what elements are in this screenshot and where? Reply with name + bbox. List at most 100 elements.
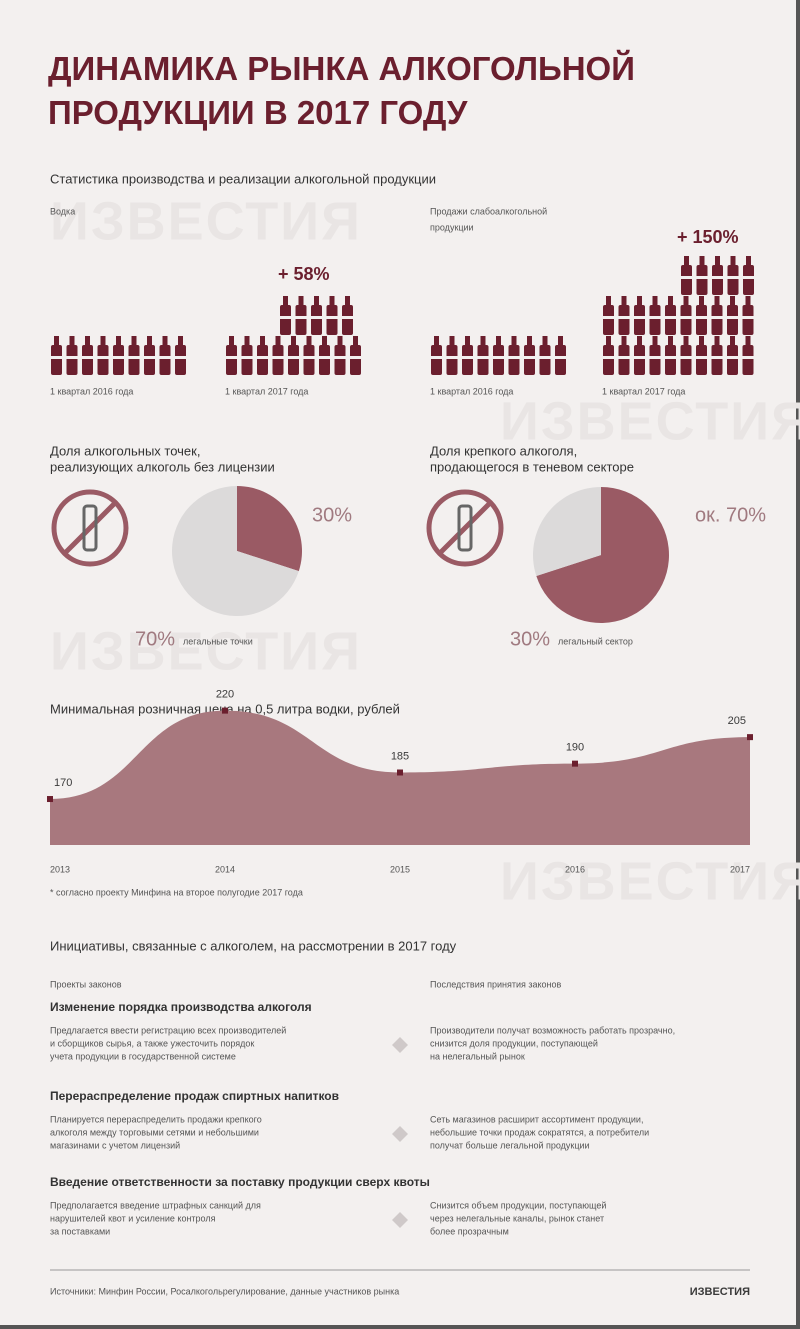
bottle <box>730 336 735 346</box>
bottle-label <box>82 356 93 359</box>
bottle-label <box>539 356 551 359</box>
bottle <box>241 345 253 375</box>
bottle <box>668 296 673 306</box>
bottle <box>714 336 720 346</box>
bottle-label <box>742 316 754 319</box>
bottle-label <box>326 316 338 319</box>
frame-right <box>796 0 800 1329</box>
bottle <box>496 336 501 346</box>
bottle <box>288 345 299 375</box>
bottle <box>727 265 739 295</box>
bottle <box>295 305 307 335</box>
bottle <box>539 345 551 375</box>
bottle <box>275 336 281 346</box>
bottle <box>326 305 338 335</box>
watermark: ИЗВЕСТИЯ <box>500 851 800 911</box>
bottle <box>680 345 692 375</box>
bottle <box>606 296 611 306</box>
no-icon <box>51 489 129 567</box>
bottle <box>527 336 532 346</box>
pie-title: продающегося в теневом секторе <box>430 459 634 474</box>
bottle-label <box>288 356 299 359</box>
value-label: 185 <box>391 750 409 762</box>
row-heading: Изменение порядка производства алкоголя <box>50 1000 312 1014</box>
bottle <box>446 345 458 375</box>
bottle-label <box>113 356 124 359</box>
x-tick-label: 2017 <box>730 864 750 874</box>
bottle-label <box>241 356 253 359</box>
bottle-label <box>311 316 322 319</box>
point <box>397 769 403 776</box>
caption: 1 квартал 2017 года <box>225 386 308 396</box>
point <box>222 707 228 714</box>
bottle <box>159 345 171 375</box>
row-text: Снизится объем продукции, поступающей <box>430 1200 606 1210</box>
bottle-label <box>618 356 630 359</box>
source: Источники: Минфин России, Росалкогольрег… <box>50 1286 399 1296</box>
bottle <box>712 265 723 295</box>
bottle <box>637 296 642 306</box>
no-icon <box>426 489 504 567</box>
value-label: 170 <box>54 777 72 789</box>
bottle-label <box>280 316 291 319</box>
footnote: * согласно проекту Минфина на второе пол… <box>50 887 303 897</box>
bottle-label <box>711 316 723 319</box>
value-label: 205 <box>728 715 746 727</box>
row-heading: Введение ответственности за поставку про… <box>50 1175 430 1189</box>
bottle <box>743 265 754 295</box>
bottle-label <box>303 356 315 359</box>
bottle <box>621 336 627 346</box>
bottle <box>291 336 296 346</box>
bottle <box>66 345 78 375</box>
bottle <box>311 305 322 335</box>
row-text: через нелегальные каналы, рынок станет <box>430 1213 604 1223</box>
bottle <box>711 345 723 375</box>
pie-slice <box>237 486 302 572</box>
bottle-label <box>603 316 614 319</box>
bottle <box>699 256 705 266</box>
bottle <box>334 345 346 375</box>
arrow-icon <box>392 1212 408 1228</box>
bottle <box>684 256 689 266</box>
row-text: небольшие точки продаж сократятся, а пот… <box>430 1127 649 1137</box>
row-text: Предполагается введение штрафных санкций… <box>50 1200 261 1210</box>
frame-bottom <box>0 1325 800 1329</box>
bottle <box>319 345 330 375</box>
bottle <box>260 336 265 346</box>
bottle-label <box>603 356 614 359</box>
section-heading: Продажи слабоалкогольной <box>430 206 547 216</box>
bottle-label <box>743 276 754 279</box>
bottle <box>329 296 335 306</box>
caption: 1 квартал 2016 года <box>50 386 133 396</box>
bottle <box>649 345 661 375</box>
row-text: Планируется перераспределить продажи кре… <box>50 1114 262 1124</box>
bottle-label <box>226 356 237 359</box>
bottle <box>178 336 183 346</box>
bottle-label <box>649 356 661 359</box>
bottle-label <box>555 356 566 359</box>
bottle <box>350 345 361 375</box>
arrow-icon <box>392 1126 408 1142</box>
subtitle: Статистика производства и реализации алк… <box>50 171 436 186</box>
bottle <box>306 336 312 346</box>
bottle <box>696 345 707 375</box>
section-title: Инициативы, связанные с алкоголем, на ра… <box>50 938 457 953</box>
bottle <box>322 336 327 346</box>
area <box>50 710 750 845</box>
bottle <box>229 336 234 346</box>
pie-slice <box>533 487 601 577</box>
pie-label: ок. 70% <box>695 504 766 526</box>
bottle-label <box>696 276 708 279</box>
bottle <box>696 265 708 295</box>
bottle <box>314 296 319 306</box>
row-text: Сеть магазинов расширит ассортимент прод… <box>430 1114 643 1124</box>
bottle <box>742 345 754 375</box>
row-text: более прозрачным <box>430 1226 509 1236</box>
bottle <box>683 296 689 306</box>
row-text: получат больше легальной продукции <box>430 1140 590 1150</box>
change-label: + 150% <box>677 227 739 247</box>
bottle-label <box>696 356 707 359</box>
bottle <box>434 336 439 346</box>
